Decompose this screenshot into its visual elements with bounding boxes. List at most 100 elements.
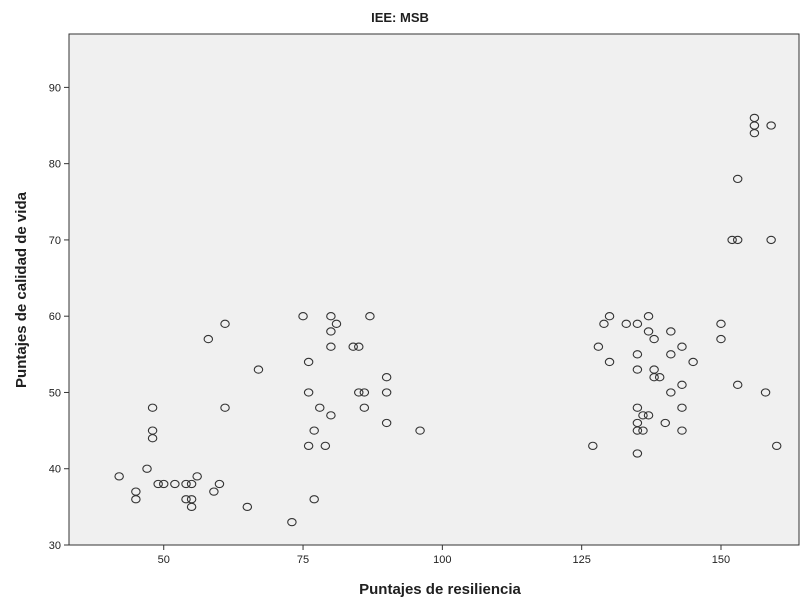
data-point: [186, 502, 197, 512]
data-point: [220, 319, 230, 328]
y-tick-label: 70: [49, 235, 61, 247]
data-point: [170, 479, 180, 489]
y-tick-label: 50: [49, 387, 61, 399]
data-point: [588, 441, 598, 451]
data-point: [365, 312, 375, 321]
data-point: [593, 342, 604, 351]
y-tick-label: 80: [49, 159, 61, 171]
data-point: [677, 342, 687, 351]
data-point: [716, 319, 726, 328]
y-tick-label: 60: [49, 311, 61, 323]
data-point: [732, 380, 743, 389]
data-point: [677, 426, 687, 435]
data-point: [660, 418, 671, 428]
x-axis: 50 75 100 125 150: [158, 545, 730, 566]
data-point: [632, 403, 643, 412]
data-point: [632, 449, 643, 458]
data-point: [604, 357, 615, 367]
data-point: [727, 235, 737, 245]
data-point: [220, 403, 230, 412]
data-point: [643, 411, 654, 420]
data-point: [649, 373, 659, 382]
data-point: [354, 342, 364, 351]
data-point: [192, 472, 202, 481]
data-point: [766, 121, 776, 130]
data-point: [649, 334, 659, 344]
data-point: [666, 350, 676, 359]
data-point: [760, 388, 771, 397]
data-point: [303, 357, 314, 367]
data-point: [287, 517, 297, 527]
data-point: [621, 319, 632, 328]
data-points: [114, 113, 782, 527]
data-point: [303, 441, 314, 451]
data-point: [632, 319, 643, 328]
data-point: [381, 418, 392, 428]
data-point: [153, 479, 163, 489]
plot-area: [68, 33, 800, 546]
x-axis-label: Puntajes de resiliencia: [359, 581, 521, 598]
data-point: [326, 342, 336, 351]
data-point: [677, 403, 687, 412]
data-point: [677, 380, 687, 389]
data-point: [348, 342, 358, 351]
data-point: [203, 334, 214, 344]
data-point: [643, 327, 654, 336]
data-point: [716, 334, 726, 344]
data-point: [666, 388, 676, 397]
data-point: [320, 441, 331, 451]
x-tick-label: 50: [158, 554, 170, 566]
data-point: [732, 235, 743, 245]
y-axis: 30 40 50 60 70 80 90: [49, 82, 69, 552]
data-point: [604, 312, 615, 321]
data-point: [638, 426, 648, 435]
data-point: [632, 426, 643, 435]
y-axis-label: Puntajes de calidad de vida: [13, 191, 30, 388]
data-point: [359, 388, 370, 397]
data-point: [214, 479, 225, 489]
data-point: [749, 128, 760, 138]
data-point: [359, 403, 370, 412]
data-point: [147, 403, 158, 412]
x-tick-label: 100: [433, 554, 451, 566]
data-point: [181, 495, 191, 504]
data-point: [381, 373, 392, 382]
data-point: [326, 327, 336, 336]
data-point: [771, 441, 782, 451]
x-tick-label: 150: [712, 554, 730, 566]
data-point: [303, 388, 314, 397]
data-point: [181, 479, 191, 489]
data-point: [331, 319, 342, 328]
data-point: [309, 495, 319, 504]
data-point: [732, 174, 743, 184]
data-point: [632, 365, 643, 374]
x-tick-label: 75: [297, 554, 309, 566]
data-point: [315, 403, 325, 412]
data-point: [158, 479, 169, 489]
data-point: [599, 319, 609, 328]
data-point: [643, 312, 654, 321]
data-point: [309, 426, 319, 435]
data-point: [638, 411, 648, 420]
data-point: [766, 235, 776, 245]
data-point: [131, 495, 141, 504]
data-point: [381, 388, 392, 397]
data-point: [688, 357, 698, 367]
data-point: [354, 388, 364, 397]
data-point: [415, 426, 425, 435]
data-point: [186, 479, 197, 489]
data-point: [298, 312, 308, 321]
data-point: [326, 312, 336, 321]
chart-title: IEE: MSB: [371, 10, 429, 25]
x-tick-label: 125: [572, 554, 590, 566]
data-point: [209, 487, 219, 496]
data-point: [632, 350, 643, 359]
y-tick-label: 90: [49, 82, 61, 94]
data-point: [253, 365, 264, 374]
data-point: [147, 434, 158, 443]
data-point: [654, 373, 665, 382]
data-point: [326, 411, 336, 420]
data-point: [114, 472, 124, 481]
